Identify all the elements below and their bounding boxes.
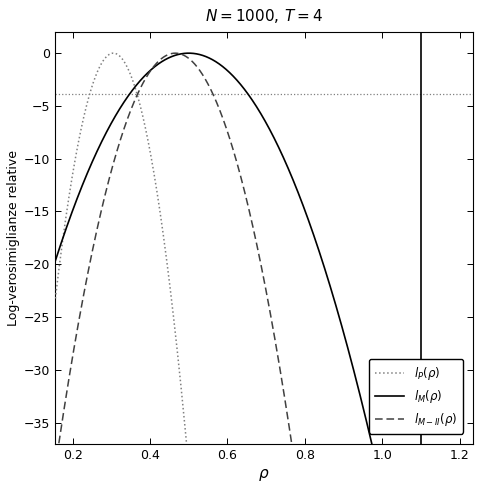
X-axis label: $\rho$: $\rho$ [258,467,270,483]
Title: $N = 1000,\, T = 4$: $N = 1000,\, T = 4$ [205,7,323,25]
Y-axis label: Log-verosimiglianze relative: Log-verosimiglianze relative [7,150,20,326]
Legend: $l_P(\rho)$, $l_M(\rho)$, $l_{M-II}(\rho)$: $l_P(\rho)$, $l_M(\rho)$, $l_{M-II}(\rho… [369,359,463,434]
